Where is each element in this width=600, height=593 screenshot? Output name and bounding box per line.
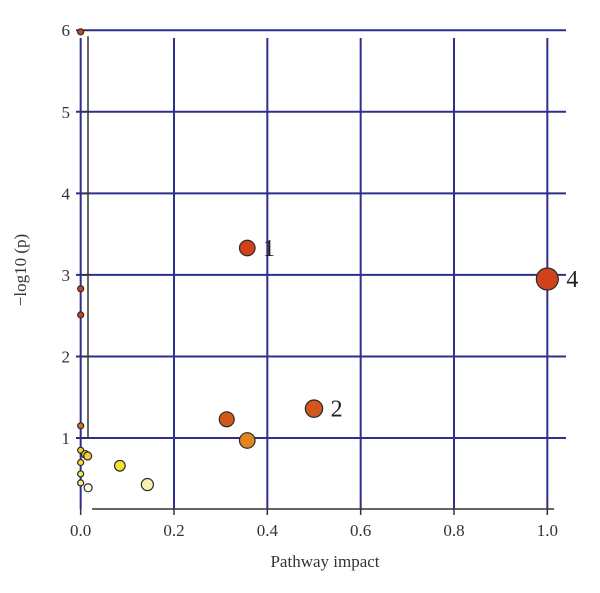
data-point — [238, 432, 256, 449]
x-tick-label: 1.0 — [537, 521, 558, 540]
y-tick-label: 4 — [62, 184, 71, 203]
point-label: 1 — [263, 236, 275, 262]
y-tick-label: 2 — [62, 347, 71, 366]
axes — [79, 29, 554, 515]
y-tick-label: 6 — [62, 21, 71, 40]
data-point — [77, 479, 85, 487]
grid — [76, 29, 566, 509]
y-tick-label: 5 — [62, 103, 71, 122]
data-point — [535, 267, 559, 291]
x-tick-label: 0.4 — [257, 521, 279, 540]
data-points — [77, 28, 559, 493]
x-tick-label: 0.6 — [350, 521, 371, 540]
point-label: 4 — [566, 267, 578, 293]
point-label: 2 — [331, 397, 343, 423]
data-point — [140, 477, 155, 492]
data-point — [218, 411, 235, 428]
x-tick-label: 0.2 — [163, 521, 184, 540]
tick-labels: 0.0 0.2 0.4 0.6 0.8 1.0 1 2 3 4 5 6 — [62, 21, 558, 540]
y-axis-title: −log10 (p) — [11, 234, 30, 306]
x-axis-title: Pathway impact — [270, 552, 379, 571]
y-tick-label: 1 — [62, 429, 71, 448]
data-point — [83, 483, 93, 493]
data-point — [238, 239, 256, 257]
data-point — [77, 28, 85, 36]
data-point — [77, 422, 85, 430]
data-point — [83, 451, 93, 461]
data-point — [113, 459, 126, 472]
x-tick-label: 0.8 — [443, 521, 464, 540]
y-tick-label: 3 — [62, 266, 71, 285]
data-point — [77, 311, 85, 319]
point-labels: 1 4 2 — [263, 236, 578, 423]
data-point — [304, 399, 324, 418]
data-point — [77, 458, 85, 467]
data-point — [77, 470, 85, 478]
data-point — [77, 285, 85, 293]
x-tick-label: 0.0 — [70, 521, 91, 540]
